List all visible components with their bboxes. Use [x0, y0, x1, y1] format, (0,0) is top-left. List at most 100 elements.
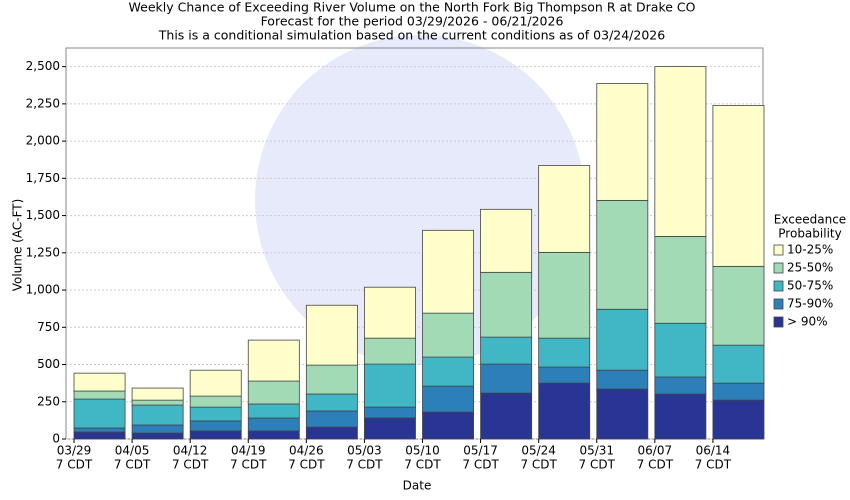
x-tick-sublabel: 7 CDT	[462, 458, 499, 472]
x-axis-label: Date	[403, 479, 432, 493]
x-tick-sublabel: 7 CDT	[288, 458, 325, 472]
bar-segment	[480, 363, 533, 394]
y-tick-label: 2,250	[26, 96, 60, 110]
bar-segment	[73, 431, 126, 440]
x-tick-label: 05/17	[463, 444, 498, 458]
x-tick-label: 06/07	[638, 444, 673, 458]
bar-segment	[305, 364, 358, 395]
bar-segment	[538, 165, 591, 253]
x-tick-label: 04/12	[173, 444, 208, 458]
bar-segment	[654, 393, 707, 440]
x-tick-sublabel: 7 CDT	[230, 458, 267, 472]
bar-segment	[189, 430, 242, 440]
watermark	[255, 35, 585, 365]
bar-segment	[131, 424, 184, 434]
y-tick-label: 1,000	[26, 283, 60, 297]
y-tick-label: 1,250	[26, 245, 60, 259]
y-tick-label: 2,500	[26, 59, 60, 73]
bar-segment	[538, 251, 591, 339]
bar-segment	[131, 404, 184, 426]
bar-segment	[654, 376, 707, 395]
bar-segment	[73, 372, 126, 392]
chart-subtitle: This is a conditional simulation based o…	[158, 28, 665, 43]
x-tick-label: 03/29	[57, 444, 92, 458]
chart-title: Weekly Chance of Exceeding River Volume …	[129, 0, 696, 15]
bar-segment	[422, 229, 474, 314]
x-tick-sublabel: 7 CDT	[404, 458, 441, 472]
legend-label: 10-25%	[787, 243, 833, 257]
chart-subtitle: Forecast for the period 03/29/2026 - 06/…	[261, 14, 564, 29]
bar-segment	[596, 83, 649, 201]
bar-segment	[422, 356, 474, 387]
bar-segment	[131, 399, 184, 406]
bar-segment	[364, 337, 416, 365]
bar-segment	[305, 426, 358, 440]
legend-label: 75-90%	[787, 297, 833, 311]
bar-segment	[73, 390, 126, 400]
bar-segment	[596, 199, 649, 310]
legend-swatch	[773, 262, 784, 274]
bar-segment	[712, 105, 765, 267]
x-tick-sublabel: 7 CDT	[637, 458, 674, 472]
x-tick-sublabel: 7 CDT	[579, 458, 616, 472]
x-tick-label: 05/03	[347, 444, 382, 458]
y-axis-label: Volume (AC-FT)	[11, 199, 25, 292]
y-tick-label: 0	[52, 432, 60, 446]
x-tick-sublabel: 7 CDT	[695, 458, 732, 472]
bar-segment	[247, 417, 300, 432]
x-tick-sublabel: 7 CDT	[520, 458, 557, 472]
bar-segment	[480, 392, 533, 440]
watermark-circle	[255, 35, 585, 365]
legend-swatch	[773, 244, 784, 256]
bar-segment	[480, 271, 533, 338]
legend-swatch	[773, 280, 784, 292]
bar-segment	[131, 387, 184, 401]
bar-segment	[538, 337, 591, 368]
bar-segment	[364, 417, 416, 440]
x-tick-label: 06/14	[696, 444, 731, 458]
bar-segment	[364, 286, 416, 339]
x-tick-label: 05/24	[521, 444, 556, 458]
y-tick-label: 1,500	[26, 208, 60, 222]
bar-segment	[480, 208, 533, 273]
bar-segment	[422, 385, 474, 413]
bar-segment	[596, 369, 649, 390]
legend-label: 25-50%	[787, 261, 833, 275]
bar-segment	[712, 382, 765, 401]
bar-segment	[480, 336, 533, 365]
bar-segment	[422, 411, 474, 440]
legend-title: Exceedance	[774, 213, 846, 227]
x-tick-sublabel: 7 CDT	[56, 458, 93, 472]
bar-segment	[538, 366, 591, 384]
bar-segment	[247, 403, 300, 419]
bar-segment	[247, 339, 300, 382]
bar-segment	[712, 344, 765, 384]
bar-segment	[712, 265, 765, 346]
bar-segment	[73, 398, 126, 429]
bar-segment	[189, 369, 242, 397]
legend-label: > 90%	[787, 315, 828, 329]
bar-segment	[247, 380, 300, 405]
bar-segment	[305, 304, 358, 366]
bar-segment	[305, 393, 358, 412]
x-tick-label: 05/31	[579, 444, 614, 458]
bar-segment	[596, 388, 649, 440]
x-tick-sublabel: 7 CDT	[172, 458, 209, 472]
bar-segment	[73, 427, 126, 433]
x-tick-label: 04/05	[115, 444, 150, 458]
x-tick-sublabel: 7 CDT	[346, 458, 383, 472]
legend-label: 50-75%	[787, 279, 833, 293]
x-tick-label: 04/26	[289, 444, 324, 458]
bar-segment	[189, 395, 242, 408]
bar-segment	[712, 399, 765, 440]
bar-segment	[364, 363, 416, 408]
x-tick-label: 05/10	[405, 444, 440, 458]
legend-swatch	[773, 316, 784, 328]
bar-segment	[305, 410, 358, 428]
bar-segment	[189, 420, 242, 432]
bar-segment	[364, 406, 416, 419]
y-tick-label: 500	[37, 357, 60, 371]
bar-segment	[596, 308, 649, 371]
y-tick-label: 250	[37, 394, 60, 408]
y-tick-label: 2,000	[26, 134, 60, 148]
